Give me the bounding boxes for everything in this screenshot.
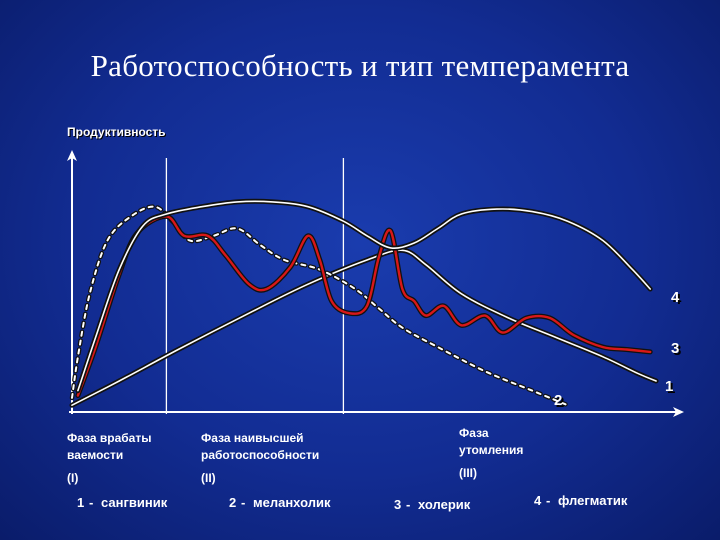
series-3-line: [75, 213, 653, 398]
phase-1-line1: Фаза врабаты: [67, 431, 151, 445]
phase-3-line1: Фаза: [459, 426, 489, 440]
phase-label-3: Фаза утомления (III): [459, 426, 523, 480]
y-axis-title-shadow: Продуктивность: [68, 126, 167, 140]
curve-label-2: 2: [554, 392, 562, 409]
curve-label-1: 1: [665, 378, 673, 395]
svg-text:-: -: [89, 495, 93, 510]
curve-label-3: 3: [671, 340, 679, 357]
phase-2-line1: Фаза наивысшей: [201, 431, 304, 445]
curves: [69, 198, 659, 408]
legend: 1 - сангвиник 2 - меланхолик 3 - холерик…: [77, 493, 628, 512]
legend-2-text: меланхолик: [253, 495, 331, 510]
curve-label-2-shadow: 2: [556, 394, 564, 411]
y-axis-title: Продуктивность: [67, 125, 166, 139]
svg-text:-: -: [241, 495, 245, 510]
curve-labels: 1 1 2 2 3 3 4 4: [554, 289, 682, 411]
phase-3-line2: утомления: [459, 443, 523, 457]
legend-3-text: холерик: [418, 497, 471, 512]
phase-boundaries: [165, 158, 345, 414]
series-1-line: [69, 247, 659, 408]
curve-label-4-shadow: 4: [673, 291, 682, 308]
svg-text:-: -: [546, 493, 550, 508]
legend-2-num: 2: [229, 495, 236, 510]
phase-2-line3: (II): [201, 471, 216, 485]
phase-1-line2: ваемости: [67, 448, 123, 462]
series-2-line: [69, 204, 570, 408]
legend-item-1: 1 - сангвиник: [77, 495, 168, 510]
legend-1-text: сангвиник: [101, 495, 168, 510]
series-4-line: [75, 198, 653, 394]
curve-label-1-shadow: 1: [667, 380, 675, 397]
phase-1-line3: (I): [67, 471, 78, 485]
legend-4-num: 4: [534, 493, 542, 508]
phase-label-2: Фаза наивысшей работоспособности (II): [201, 431, 319, 485]
legend-item-3: 3 - холерик: [394, 497, 471, 512]
curve-label-4: 4: [671, 289, 680, 306]
phase-3-line3: (III): [459, 466, 477, 480]
svg-text:-: -: [406, 497, 410, 512]
legend-1-num: 1: [77, 495, 84, 510]
legend-item-2: 2 - меланхолик: [229, 495, 331, 510]
legend-item-4: 4 - флегматик: [534, 493, 628, 508]
curve-label-3-shadow: 3: [673, 342, 681, 359]
slide-title: Работоспособность и тип темперамента: [90, 48, 630, 83]
axes: [67, 150, 684, 417]
legend-4-text: флегматик: [558, 493, 628, 508]
phase-2-line2: работоспособности: [201, 448, 319, 462]
phase-label-1: Фаза врабаты ваемости (I): [67, 431, 151, 485]
legend-3-num: 3: [394, 497, 401, 512]
